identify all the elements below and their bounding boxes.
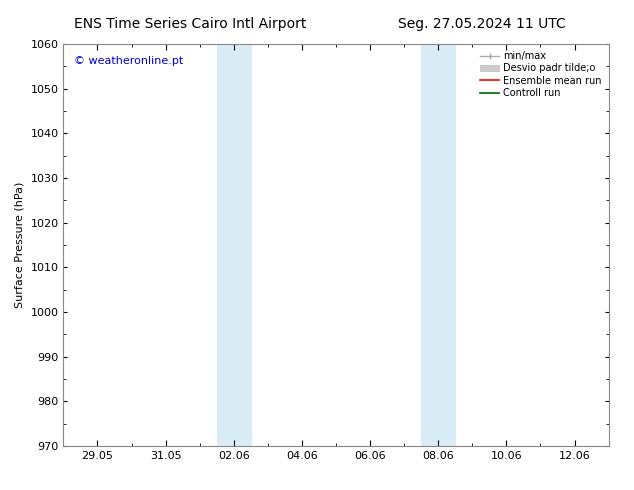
Bar — [421, 44, 438, 446]
Bar — [438, 44, 455, 446]
Text: © weatheronline.pt: © weatheronline.pt — [74, 56, 184, 66]
Text: Seg. 27.05.2024 11 UTC: Seg. 27.05.2024 11 UTC — [398, 17, 566, 31]
Bar — [234, 44, 251, 446]
Text: ENS Time Series Cairo Intl Airport: ENS Time Series Cairo Intl Airport — [74, 17, 306, 31]
Legend: min/max, Desvio padr tilde;o, Ensemble mean run, Controll run: min/max, Desvio padr tilde;o, Ensemble m… — [478, 49, 604, 100]
Y-axis label: Surface Pressure (hPa): Surface Pressure (hPa) — [15, 182, 25, 308]
Bar — [217, 44, 234, 446]
